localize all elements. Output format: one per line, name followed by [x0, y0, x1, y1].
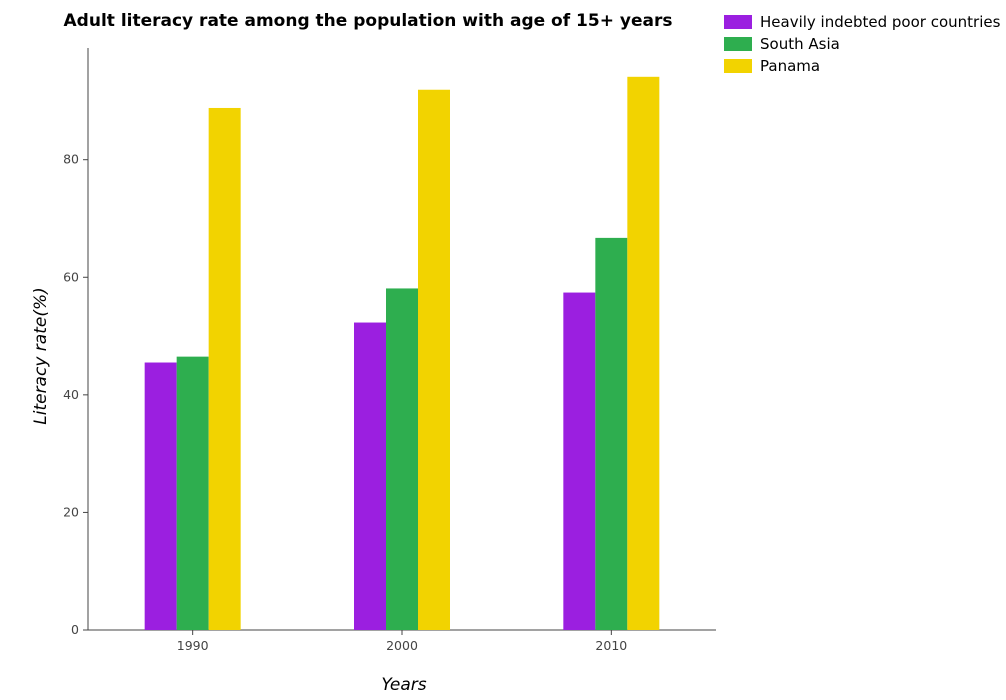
bar-panama-2000 — [418, 89, 450, 631]
y-tick-label: 20 — [63, 504, 79, 519]
x-tick-label: 2010 — [595, 638, 627, 653]
bar-heavily-indebted-poor-countries-2010 — [563, 292, 596, 630]
bar-panama-2010 — [627, 76, 660, 631]
legend-swatch — [724, 59, 752, 73]
plot-area: 0 20 40 60 80 1990 2000 2010 — [63, 48, 716, 653]
x-tick-label: 2000 — [386, 638, 418, 653]
bar-south-asia-2010 — [595, 237, 628, 631]
legend-swatch — [724, 15, 752, 29]
y-axis-label: Literacy rate(%) — [31, 287, 51, 425]
bar-heavily-indebted-poor-countries-1990 — [144, 362, 177, 630]
x-tick-label: 1990 — [177, 638, 209, 653]
legend-label: Panama — [760, 57, 820, 75]
y-tick-label: 80 — [63, 152, 79, 167]
bar-panama-1990 — [208, 107, 241, 631]
y-tick-label: 60 — [63, 269, 79, 284]
bar-south-asia-2000 — [386, 288, 418, 630]
y-tick-label: 0 — [71, 622, 79, 637]
legend: Heavily indebted poor countries South Asi… — [724, 13, 1001, 75]
chart-title: Adult literacy rate among the population… — [64, 11, 673, 31]
x-axis-label: Years — [381, 675, 426, 695]
legend-label: Heavily indebted poor countries — [760, 13, 1001, 31]
legend-label: South Asia — [760, 35, 840, 53]
bar-heavily-indebted-poor-countries-2000 — [354, 322, 386, 630]
bar-south-asia-1990 — [176, 356, 209, 630]
y-tick-label: 40 — [63, 387, 79, 402]
legend-swatch — [724, 37, 752, 51]
